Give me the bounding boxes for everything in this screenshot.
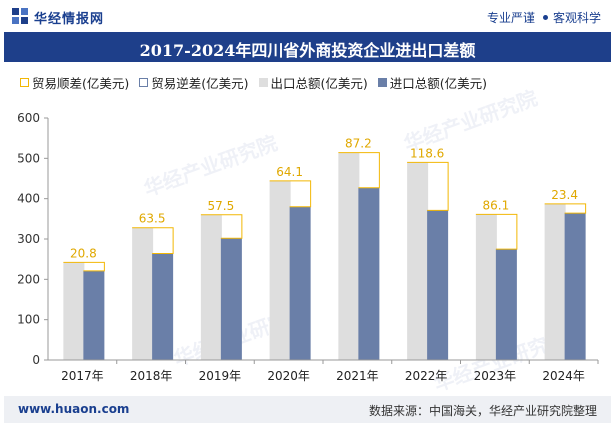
surplus-bracket (200, 214, 243, 239)
brand-name: 华经情报网 (34, 12, 105, 27)
tag-professional: 专业严谨 (486, 11, 535, 25)
title-bar: 2017-2024年四川省外商投资企业进出口差额 (4, 32, 611, 62)
legend-item-deficit: 贸易逆差(亿美元) (139, 73, 249, 92)
legend-swatch-export (258, 77, 268, 87)
legend-label-export: 出口总额(亿美元) (270, 75, 368, 91)
surplus-bracket (338, 152, 380, 189)
export-bar (63, 262, 85, 360)
y-tick-label: 300 (17, 232, 40, 246)
legend-label-deficit: 贸易逆差(亿美元) (151, 75, 249, 91)
y-tick-label: 100 (17, 313, 40, 327)
import-bar (289, 206, 311, 360)
x-tick-label: 2024年 (542, 369, 585, 383)
surplus-data-label: 23.4 (551, 188, 578, 202)
x-tick-label: 2020年 (267, 369, 310, 383)
surplus-bracket (269, 180, 312, 208)
import-bar (83, 270, 105, 360)
surplus-data-label: 20.8 (70, 246, 97, 260)
legend-label-surplus: 贸易顺差(亿美元) (32, 75, 130, 91)
x-tick-label: 2019年 (199, 369, 242, 383)
top-bar: 华经情报网 专业严谨 客观科学 (0, 0, 615, 32)
import-bar (495, 249, 517, 360)
y-tick-label: 600 (17, 111, 40, 125)
import-bar (152, 253, 174, 360)
legend-item-import: 进口总额(亿美元) (377, 73, 488, 92)
import-bar (220, 238, 242, 360)
surplus-data-label: 87.2 (345, 137, 372, 151)
footer-url[interactable]: www.huaon.com (18, 402, 130, 416)
legend-swatch-surplus (20, 77, 29, 87)
surplus-data-label: 86.1 (483, 198, 510, 212)
x-tick-label: 2022年 (405, 369, 448, 383)
surplus-data-label: 118.6 (410, 146, 444, 160)
legend-label-import: 进口总额(亿美元) (389, 75, 488, 91)
export-bar (407, 162, 429, 360)
surplus-bracket (544, 203, 587, 214)
x-tick-label: 2021年 (336, 369, 379, 383)
slogan-tags: 专业严谨 客观科学 (487, 9, 601, 26)
export-bar (200, 214, 222, 360)
chart-legend: 贸易顺差(亿美元) 贸易逆差(亿美元) 出口总额(亿美元) 进口总额(亿美元) (20, 73, 497, 91)
tag-objective: 客观科学 (552, 11, 601, 25)
export-bar (269, 180, 291, 360)
surplus-bracket (407, 161, 449, 211)
import-bar (358, 187, 380, 360)
legend-swatch-import (377, 77, 387, 87)
legend-item-surplus: 贸易顺差(亿美元) (20, 73, 129, 92)
x-tick-label: 2023年 (474, 369, 517, 383)
separator-dot-icon (542, 15, 548, 20)
surplus-data-label: 63.5 (139, 212, 166, 226)
legend-swatch-deficit (139, 77, 149, 87)
y-tick-label: 500 (17, 151, 40, 165)
y-tick-label: 200 (17, 272, 40, 286)
footer-source: 数据来源：中国海关，华经产业研究院整理 (368, 404, 597, 418)
import-bar (564, 213, 586, 360)
x-tick-label: 2018年 (130, 369, 173, 383)
huajing-logo-icon (12, 8, 28, 24)
y-tick-label: 400 (17, 192, 40, 206)
x-tick-label: 2017年 (61, 369, 104, 383)
legend-item-export: 出口总额(亿美元) (258, 73, 368, 92)
surplus-data-label: 64.1 (276, 165, 303, 179)
surplus-data-label: 57.5 (208, 199, 235, 213)
surplus-bracket (475, 213, 518, 250)
chart-title: 2017-2024年四川省外商投资企业进出口差额 (139, 41, 476, 60)
footer-bar: www.huaon.com 数据来源：中国海关，华经产业研究院整理 (4, 396, 611, 423)
surplus-bracket (63, 261, 105, 272)
surplus-bracket (132, 227, 174, 255)
y-tick-label: 0 (32, 353, 40, 367)
export-bar (132, 227, 154, 360)
export-bar (544, 203, 566, 360)
export-bar (475, 214, 497, 360)
import-bar (427, 210, 449, 360)
export-bar (338, 152, 360, 360)
